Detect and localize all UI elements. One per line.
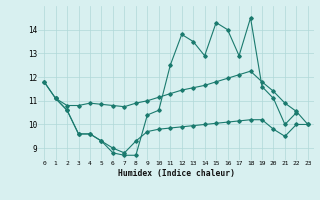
X-axis label: Humidex (Indice chaleur): Humidex (Indice chaleur): [117, 169, 235, 178]
